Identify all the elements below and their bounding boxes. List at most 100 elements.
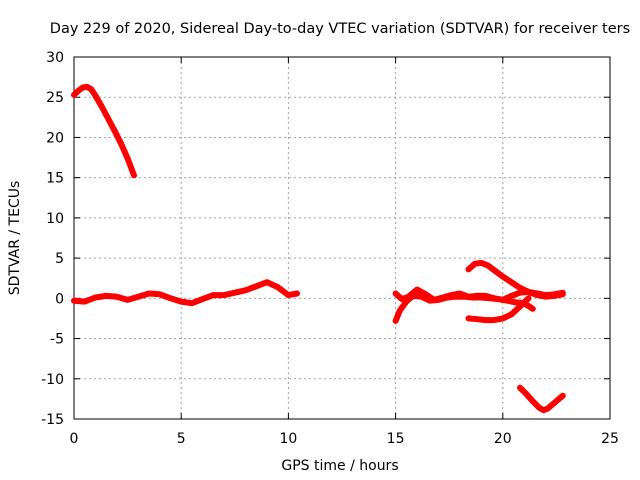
data-point: [478, 295, 484, 300]
x-tick-label: 0: [70, 431, 79, 447]
data-point: [200, 296, 206, 302]
data-point: [530, 306, 536, 312]
x-tick-label: 5: [177, 431, 186, 447]
data-point: [496, 296, 501, 302]
y-tick-label: 5: [55, 251, 64, 267]
data-point: [466, 315, 471, 321]
y-tick-label: 15: [46, 171, 64, 187]
data-point: [71, 92, 77, 98]
y-tick-label: 0: [55, 291, 64, 307]
data-point: [410, 293, 416, 299]
data-point: [157, 291, 163, 297]
data-point: [536, 405, 542, 411]
x-tick-label: 15: [387, 431, 405, 447]
data-point: [526, 295, 531, 301]
data-point: [491, 267, 497, 273]
data-point: [543, 294, 549, 300]
data-point: [294, 291, 300, 296]
grid-lines: [74, 57, 610, 419]
y-tick-label: 20: [46, 130, 64, 146]
data-point: [399, 296, 405, 302]
data-point: [517, 285, 523, 291]
data-point: [112, 128, 118, 134]
data-point: [135, 294, 141, 300]
data-point: [84, 84, 90, 90]
data-point: [472, 261, 478, 267]
data-point: [418, 294, 424, 300]
x-tick-label: 20: [494, 431, 512, 447]
data-point: [92, 295, 98, 300]
data-point: [517, 303, 523, 309]
data-point: [508, 311, 514, 317]
data-point: [560, 291, 566, 297]
data-point: [243, 287, 248, 293]
data-point: [461, 294, 467, 300]
data-point: [491, 317, 497, 323]
data-point: [210, 292, 216, 298]
data-point: [403, 299, 409, 305]
data-point: [146, 291, 152, 296]
x-axis-label: GPS time / hours: [281, 458, 398, 474]
data-point: [264, 279, 270, 285]
x-tick-label: 10: [279, 431, 297, 447]
data-point: [453, 294, 459, 300]
data-point: [545, 406, 551, 411]
data-point: [517, 385, 523, 391]
data-point: [508, 293, 514, 299]
y-tick-labels: -15 -10 -5 0 5 10 15 20 25 30: [41, 50, 64, 428]
data-point: [551, 400, 557, 406]
data-point: [71, 298, 77, 304]
data-point: [189, 300, 195, 306]
data-point: [523, 391, 529, 397]
data-point: [232, 290, 238, 296]
data-point: [99, 104, 105, 110]
data-point: [168, 295, 173, 301]
data-point: [508, 279, 514, 285]
data-point: [513, 299, 519, 305]
data-point: [397, 307, 403, 313]
data-point: [541, 407, 546, 413]
data-point: [466, 266, 471, 272]
data-point: [483, 317, 489, 323]
x-tick-label: 25: [601, 431, 619, 447]
data-point: [125, 297, 131, 303]
data-point: [131, 172, 137, 178]
y-tick-label: 10: [46, 211, 64, 227]
data-point: [80, 85, 86, 91]
data-point: [221, 292, 227, 298]
y-tick-label: -15: [41, 412, 64, 428]
data-point: [92, 93, 98, 99]
data-point: [436, 297, 441, 303]
x-tick-labels: 0 5 10 15 20 25: [70, 431, 619, 447]
data-point: [414, 287, 420, 292]
data-point: [478, 260, 484, 266]
data-point: [500, 274, 506, 280]
data-point: [444, 295, 450, 300]
series-line-arc-2: [71, 279, 300, 307]
data-point: [393, 318, 399, 324]
data-point: [88, 86, 94, 92]
data-point: [534, 292, 540, 298]
y-tick-label: -5: [50, 332, 64, 348]
data-point: [526, 289, 531, 295]
data-point: [470, 295, 476, 300]
data-point: [103, 293, 109, 299]
series-line-arc-1: [71, 83, 137, 179]
data-point: [427, 298, 433, 304]
data-point: [105, 116, 111, 122]
y-tick-label: 30: [46, 50, 64, 66]
data-point: [485, 262, 491, 268]
axis-ticks: [73, 56, 611, 420]
data-point: [530, 398, 536, 404]
data-point: [500, 315, 506, 321]
y-tick-label: 25: [46, 90, 64, 106]
data-point: [285, 292, 291, 298]
data-point: [253, 283, 259, 289]
data-point: [118, 141, 124, 147]
data-point: [75, 88, 81, 94]
data-point: [560, 393, 566, 399]
data-point: [125, 155, 131, 161]
data-point: [178, 299, 184, 305]
plot-frame: [73, 56, 611, 420]
